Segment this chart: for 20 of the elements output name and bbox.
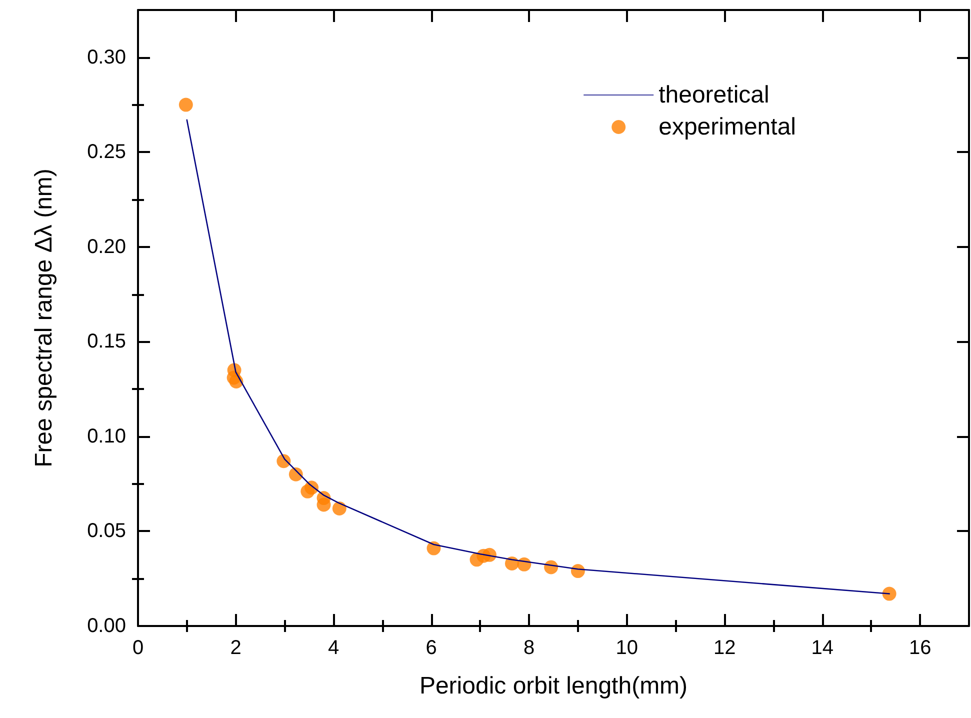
- x-tick-label: 16: [908, 637, 932, 659]
- x-tick-label: 4: [328, 637, 340, 659]
- x-tick-label: 6: [426, 637, 437, 659]
- y-axis-title: Free spectral range Δλ (nm): [30, 168, 58, 468]
- x-tick-label: 2: [230, 637, 242, 659]
- legend-label: experimental: [658, 114, 796, 140]
- x-axis-title: Periodic orbit length(mm): [419, 672, 688, 700]
- x-tick-label: 10: [616, 637, 638, 659]
- x-tick-label: 12: [713, 637, 736, 659]
- y-tick-label: 0.30: [87, 46, 126, 68]
- y-tick-label: 0.15: [87, 330, 126, 353]
- y-tick-label: 0.25: [87, 141, 126, 164]
- x-tick-label: 8: [523, 637, 535, 659]
- legend-label: theoretical: [658, 82, 770, 108]
- y-tick-label: 0.05: [87, 520, 126, 542]
- x-tick-label: 0: [132, 637, 144, 659]
- y-tick-label: 0.00: [87, 615, 126, 637]
- x-tick-label: 14: [811, 637, 834, 659]
- y-tick-label: 0.10: [87, 425, 126, 448]
- y-tick-label: 0.20: [87, 236, 126, 258]
